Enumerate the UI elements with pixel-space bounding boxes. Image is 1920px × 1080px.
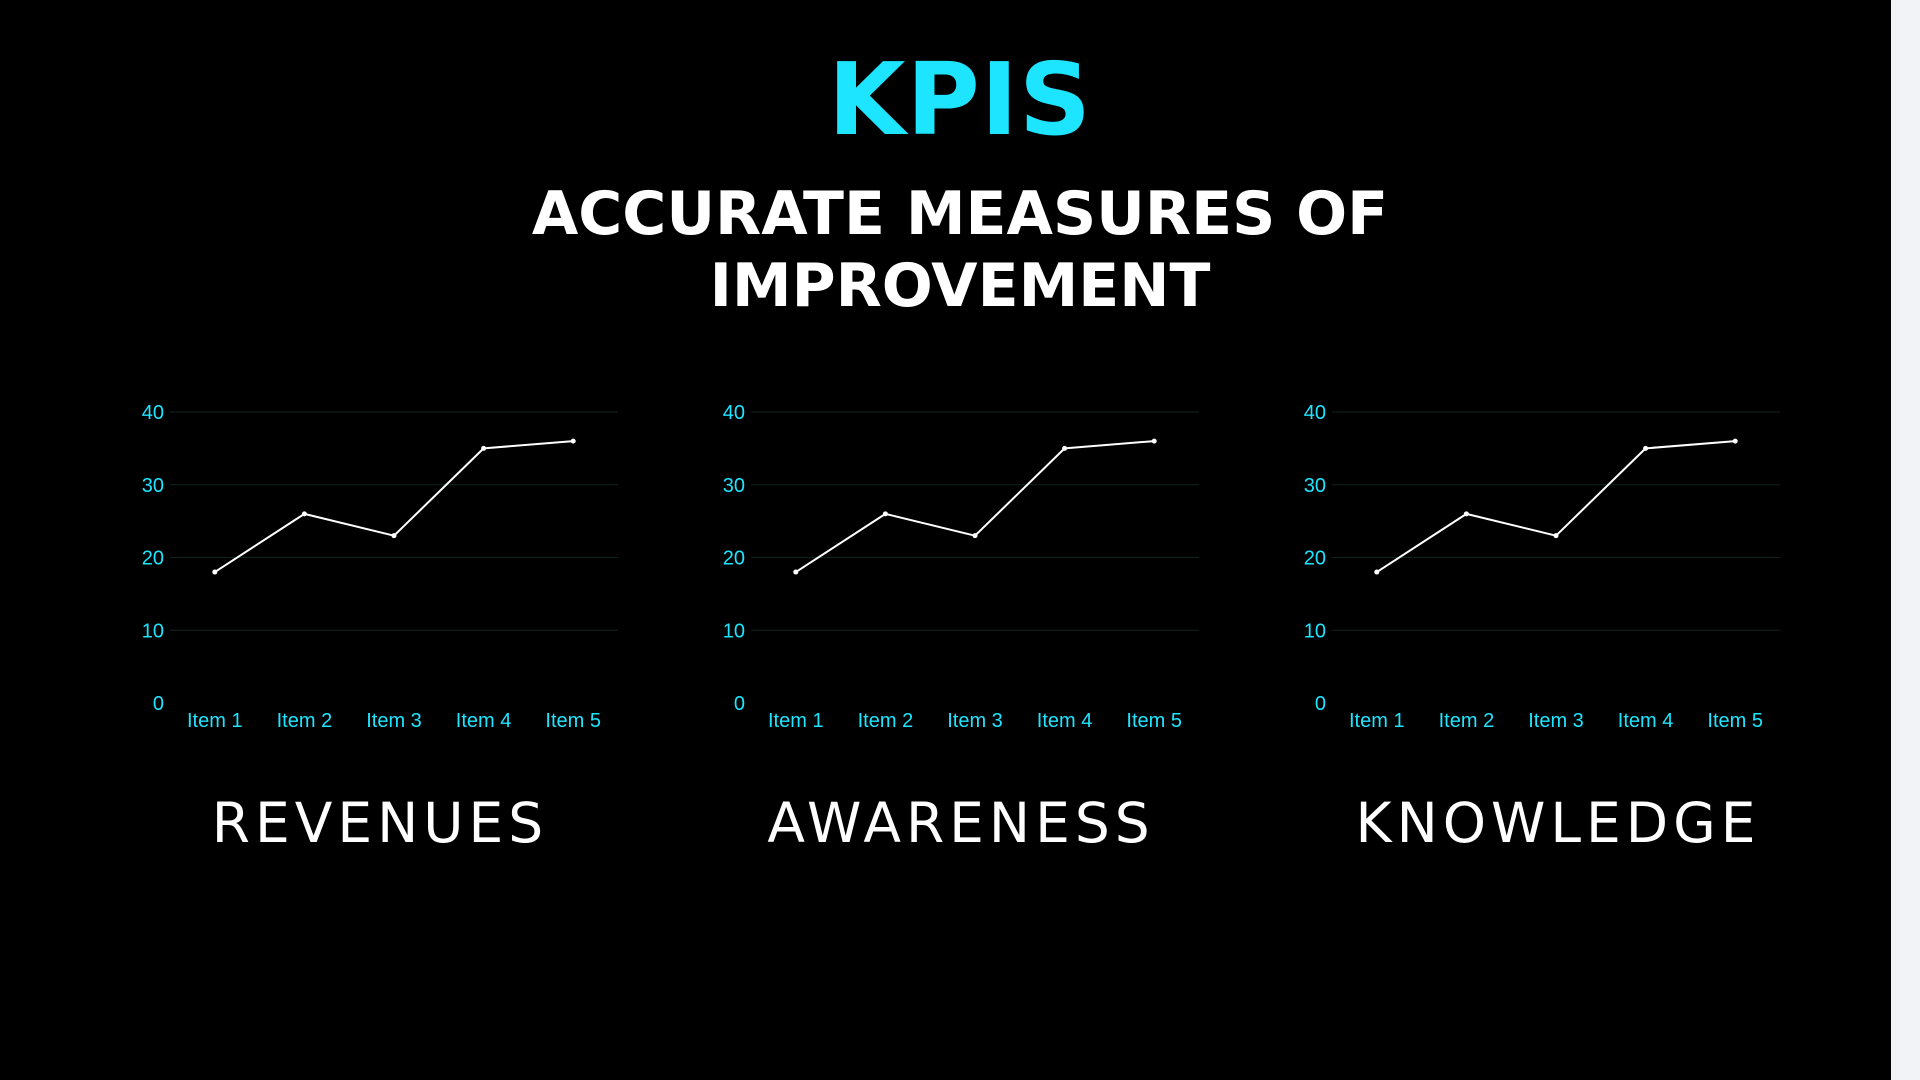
data-point [1732, 438, 1738, 444]
x-tick-label: Item 5 [1707, 710, 1763, 732]
page-subtitle: ACCURATE MEASURES OF IMPROVEMENT [531, 179, 1389, 321]
y-tick-label: 20 [723, 548, 745, 570]
series-line [795, 440, 1155, 573]
series-line [214, 440, 574, 573]
data-point [793, 569, 799, 575]
x-tick-label: Item 2 [1439, 710, 1495, 732]
chart-title-knowledge: KNOWLEDGE [1355, 791, 1761, 855]
data-point [1374, 569, 1380, 575]
x-tick-label: Item 5 [1126, 710, 1182, 732]
x-tick-label: Item 4 [456, 710, 512, 732]
chart-title-revenues: REVENUES [211, 791, 549, 855]
data-point [1062, 445, 1068, 451]
data-point [481, 445, 487, 451]
x-tick-label: Item 2 [858, 710, 914, 732]
data-point [570, 438, 576, 444]
x-tick-label: Item 1 [187, 710, 243, 732]
data-point [1151, 438, 1157, 444]
y-tick-label: 30 [142, 475, 164, 497]
chart-title-awareness: AWARENESS [767, 791, 1155, 855]
y-tick-label: 40 [723, 402, 745, 424]
x-tick-label: Item 3 [366, 710, 422, 732]
y-tick-label: 0 [1315, 693, 1326, 715]
x-tick-label: Item 1 [1349, 710, 1405, 732]
data-point [301, 511, 307, 517]
y-tick-label: 20 [1304, 548, 1326, 570]
x-tick-label: Item 2 [277, 710, 333, 732]
side-panel [1891, 0, 1920, 1080]
data-point [212, 569, 218, 575]
x-tick-label: Item 5 [545, 710, 601, 732]
x-tick-label: Item 4 [1618, 710, 1674, 732]
y-tick-label: 0 [153, 693, 164, 715]
y-tick-label: 20 [142, 548, 164, 570]
y-tick-label: 10 [1304, 620, 1326, 642]
y-tick-label: 40 [142, 402, 164, 424]
y-tick-label: 0 [734, 693, 745, 715]
x-tick-label: Item 1 [768, 710, 824, 732]
data-point [882, 511, 888, 517]
data-point [1643, 445, 1649, 451]
data-point [972, 533, 978, 539]
data-point [391, 533, 397, 539]
y-tick-label: 30 [1304, 475, 1326, 497]
y-tick-label: 40 [1304, 402, 1326, 424]
series-line [1376, 440, 1736, 573]
data-point [1553, 533, 1559, 539]
y-tick-label: 10 [142, 620, 164, 642]
data-point [1463, 511, 1469, 517]
x-tick-label: Item 3 [1528, 710, 1584, 732]
x-tick-label: Item 3 [947, 710, 1003, 732]
y-tick-label: 10 [723, 620, 745, 642]
x-tick-label: Item 4 [1037, 710, 1093, 732]
page-title: KPIS [827, 41, 1092, 158]
y-tick-label: 30 [723, 475, 745, 497]
